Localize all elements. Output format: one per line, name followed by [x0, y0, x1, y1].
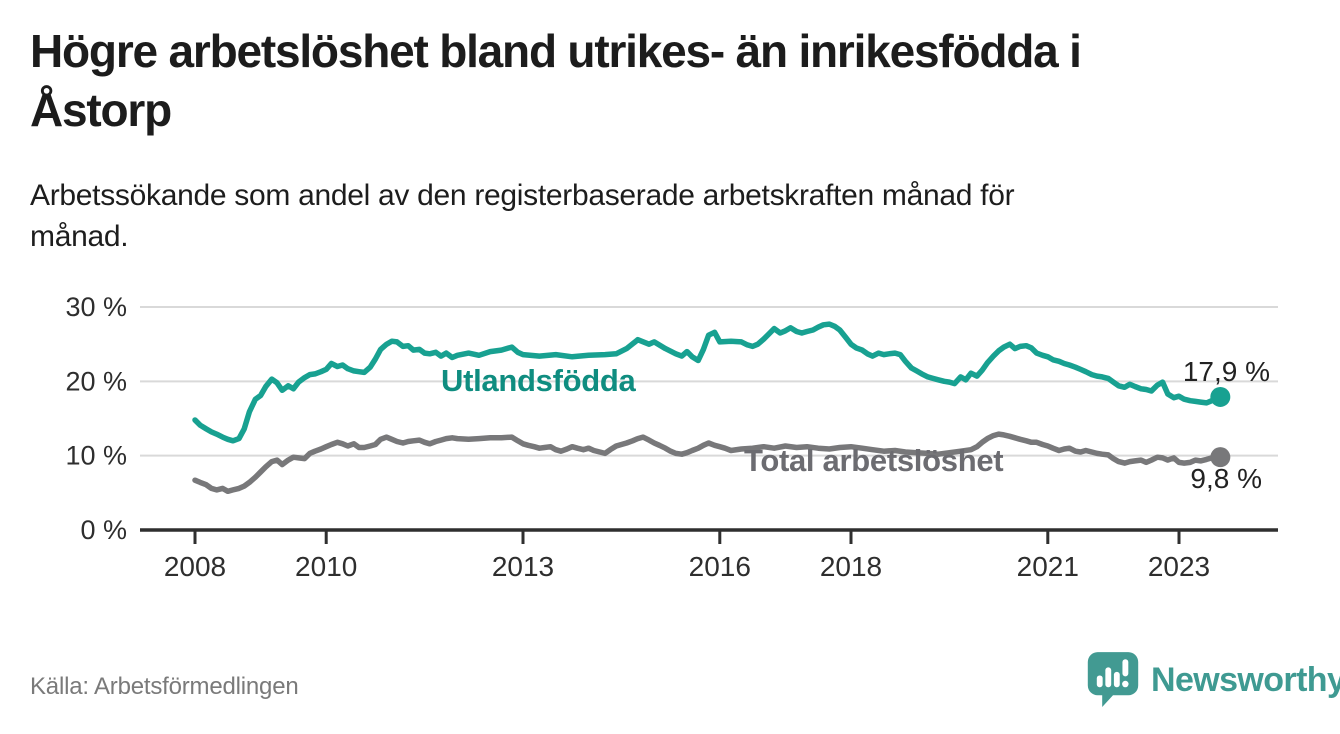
x-tick-label-2013: 2013	[492, 551, 554, 582]
x-tick-label-2010: 2010	[295, 551, 357, 582]
newsworthy-logo: Newsworthy	[1086, 650, 1340, 710]
page-title: Högre arbetslöshet bland utrikes- än inr…	[30, 25, 1082, 136]
y-tick-label-20: 20 %	[65, 366, 127, 396]
source-note: Källa: Arbetsförmedlingen	[30, 673, 299, 700]
line-utlandsf-dda	[192, 321, 1224, 444]
x-tick-label-2008: 2008	[164, 551, 226, 582]
end-dot-utlandsf-dda	[1210, 386, 1231, 407]
y-tick-label-30: 30 %	[65, 292, 127, 322]
x-tick-label-2018: 2018	[820, 551, 882, 582]
value-label-utlandsf-dda: 17,9 %	[1183, 356, 1270, 387]
end-dot-total-arbetsl-shet	[1210, 447, 1231, 468]
series-label-total-arbetsl-shet: Total arbetslöshet	[744, 443, 1003, 478]
speech-bubble-bar-chart-icon	[1087, 652, 1139, 707]
y-tick-label-10: 10 %	[65, 441, 127, 471]
y-tick-label-0: 0 %	[80, 515, 127, 545]
logo-wordmark: Newsworthy	[1151, 660, 1340, 699]
series-label-utlandsf-dda: Utlandsfödda	[441, 363, 637, 398]
x-tick-label-2016: 2016	[689, 551, 751, 582]
value-label-total-arbetsl-shet: 9,8 %	[1190, 463, 1262, 494]
x-tick-label-2021: 2021	[1017, 551, 1079, 582]
x-tick-label-2023: 2023	[1148, 551, 1210, 582]
page-subtitle: Arbetssökande som andel av den registerb…	[30, 179, 1015, 253]
line-total-arbetsl-shet	[192, 431, 1224, 495]
